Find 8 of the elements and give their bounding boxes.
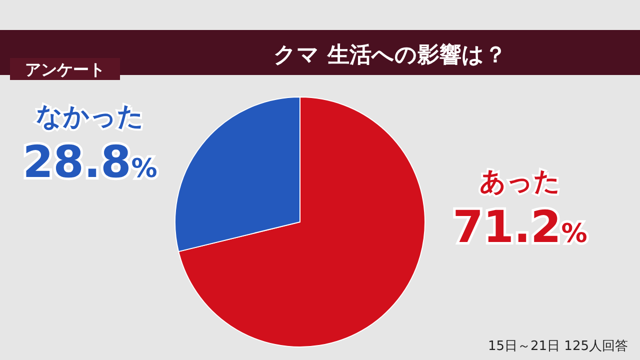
chart-title: クマ 生活への影響は？ — [274, 42, 506, 68]
slice-label: なかった — [36, 102, 144, 132]
text: 15日～21日 125人回答 — [488, 339, 628, 354]
slice-label: あった — [480, 167, 560, 197]
data-label: 71.2% — [452, 202, 588, 253]
chart-subtitle: アンケート — [25, 60, 105, 79]
pie-slice — [178, 96, 426, 348]
data-label: 28.8% — [22, 137, 158, 188]
